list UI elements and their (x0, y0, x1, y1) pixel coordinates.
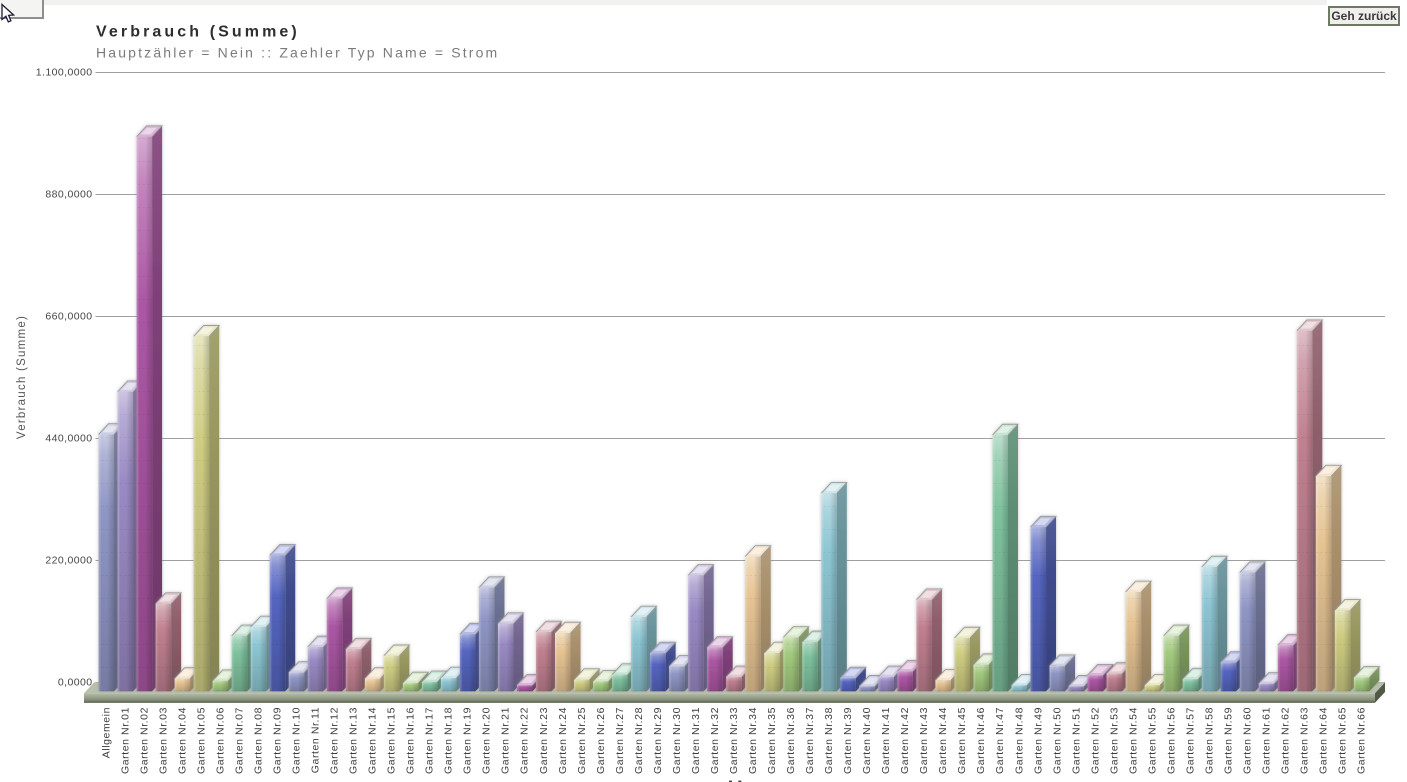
svg-text:Garten Nr.08: Garten Nr.08 (252, 707, 264, 774)
svg-text:Garten Nr.30: Garten Nr.30 (671, 707, 683, 774)
svg-text:Garten Nr.36: Garten Nr.36 (785, 707, 797, 774)
svg-text:Garten Nr.06: Garten Nr.06 (214, 707, 226, 774)
svg-text:Garten Nr.47: Garten Nr.47 (994, 707, 1006, 774)
svg-text:Garten Nr.61: Garten Nr.61 (1261, 707, 1273, 774)
svg-text:660,0000: 660,0000 (45, 311, 92, 323)
svg-text:Garten Nr.57: Garten Nr.57 (1184, 707, 1196, 774)
svg-text:Garten Nr.62: Garten Nr.62 (1280, 707, 1292, 774)
svg-text:Garten Nr.19: Garten Nr.19 (462, 707, 474, 774)
svg-text:Garten Nr.23: Garten Nr.23 (538, 707, 550, 774)
svg-text:Garten Nr.05: Garten Nr.05 (195, 707, 207, 774)
svg-text:Garten Nr.18: Garten Nr.18 (443, 707, 455, 774)
svg-text:Garten Nr.01: Garten Nr.01 (119, 707, 131, 774)
svg-text:Garten Nr.58: Garten Nr.58 (1203, 707, 1215, 774)
svg-text:Garten Nr.40: Garten Nr.40 (861, 707, 873, 774)
svg-text:Garten Nr.24: Garten Nr.24 (557, 707, 569, 774)
svg-text:Garten Nr.50: Garten Nr.50 (1051, 707, 1063, 774)
svg-text:Garten Nr.65: Garten Nr.65 (1337, 707, 1349, 774)
svg-text:Garten Nr.29: Garten Nr.29 (652, 707, 664, 774)
svg-text:Garten Nr.22: Garten Nr.22 (519, 707, 531, 774)
svg-text:Garten Nr.66: Garten Nr.66 (1356, 707, 1368, 774)
svg-text:Garten Nr.25: Garten Nr.25 (576, 707, 588, 774)
svg-text:Garten Nr.43: Garten Nr.43 (918, 707, 930, 774)
svg-text:Garten Nr.11: Garten Nr.11 (310, 707, 322, 773)
svg-text:Garten Nr.21: Garten Nr.21 (500, 707, 512, 774)
svg-text:Hauptzähler = Nein :: Zaehler: Hauptzähler = Nein :: Zaehler Typ Name =… (96, 45, 499, 61)
svg-text:Garten Nr.48: Garten Nr.48 (1013, 707, 1025, 774)
svg-text:Allgemein: Allgemein (100, 707, 112, 758)
svg-text:Garten Nr.02: Garten Nr.02 (138, 707, 150, 774)
svg-text:Garten Nr.13: Garten Nr.13 (348, 707, 360, 774)
svg-text:Garten Nr.63: Garten Nr.63 (1299, 707, 1311, 774)
svg-text:Garten Nr.28: Garten Nr.28 (633, 707, 645, 774)
svg-text:Garten Nr.35: Garten Nr.35 (766, 707, 778, 774)
svg-text:Verbrauch (Summe): Verbrauch (Summe) (96, 24, 300, 41)
svg-text:Garten Nr.44: Garten Nr.44 (937, 707, 949, 774)
svg-text:Garten Nr.34: Garten Nr.34 (747, 707, 759, 774)
svg-text:Garten Nr.27: Garten Nr.27 (614, 707, 626, 774)
svg-text:220,0000: 220,0000 (45, 555, 92, 567)
svg-text:0,0000: 0,0000 (58, 677, 93, 689)
svg-text:Garten Nr.09: Garten Nr.09 (271, 707, 283, 774)
svg-text:Garten Nr.56: Garten Nr.56 (1165, 707, 1177, 774)
svg-text:Verbrauch (Summe): Verbrauch (Summe) (16, 315, 28, 439)
svg-text:Garten Nr.15: Garten Nr.15 (386, 707, 398, 774)
svg-text:Garten Nr.39: Garten Nr.39 (842, 707, 854, 774)
svg-text:Garten Nr.03: Garten Nr.03 (157, 707, 169, 774)
svg-text:Garten Nr.49: Garten Nr.49 (1032, 707, 1044, 774)
svg-text:Garten Nr.14: Garten Nr.14 (367, 707, 379, 774)
svg-text:Garten Nr.46: Garten Nr.46 (975, 707, 987, 774)
svg-text:Garten Nr.54: Garten Nr.54 (1127, 707, 1139, 774)
svg-text:Garten Nr.31: Garten Nr.31 (690, 707, 702, 774)
svg-text:Garten Nr.38: Garten Nr.38 (823, 707, 835, 774)
svg-text:Garten Nr.26: Garten Nr.26 (595, 707, 607, 774)
svg-text:Garten Nr.64: Garten Nr.64 (1318, 707, 1330, 774)
svg-text:Garten Nr.51: Garten Nr.51 (1070, 707, 1082, 774)
svg-text:880,0000: 880,0000 (45, 189, 92, 201)
svg-text:Garten Nr.41: Garten Nr.41 (880, 707, 892, 774)
svg-text:Garten Nr.60: Garten Nr.60 (1242, 707, 1254, 774)
svg-text:1.100,0000: 1.100,0000 (36, 67, 93, 79)
svg-text:Garten Nr.07: Garten Nr.07 (233, 707, 245, 774)
svg-text:440,0000: 440,0000 (45, 433, 92, 445)
svg-text:Garten Nr.53: Garten Nr.53 (1108, 707, 1120, 774)
svg-text:Garten Nr.12: Garten Nr.12 (329, 707, 341, 774)
svg-text:Garten Nr.33: Garten Nr.33 (728, 707, 740, 774)
svg-text:Garten Nr.59: Garten Nr.59 (1222, 707, 1234, 774)
svg-text:Garten Nr.32: Garten Nr.32 (709, 707, 721, 774)
svg-text:Garten Nr.20: Garten Nr.20 (481, 707, 493, 774)
svg-text:Garten Nr.45: Garten Nr.45 (956, 707, 968, 774)
svg-text:Garten Nr.42: Garten Nr.42 (899, 707, 911, 774)
svg-text:Garten Nr.37: Garten Nr.37 (804, 707, 816, 774)
svg-text:Garten Nr.16: Garten Nr.16 (405, 707, 417, 774)
svg-text:Garten Nr.52: Garten Nr.52 (1089, 707, 1101, 774)
svg-text:Garten Nr.17: Garten Nr.17 (424, 707, 436, 774)
svg-text:Garten Nr.55: Garten Nr.55 (1146, 707, 1158, 774)
svg-text:Garten Nr.10: Garten Nr.10 (291, 707, 303, 774)
svg-text:Garten Nr.04: Garten Nr.04 (176, 707, 188, 774)
